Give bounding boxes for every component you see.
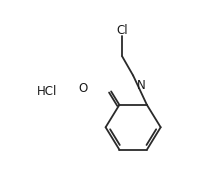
Text: O: O [78, 82, 87, 95]
Text: HCl: HCl [36, 85, 57, 98]
Text: Cl: Cl [116, 24, 127, 37]
Text: N: N [136, 79, 145, 92]
